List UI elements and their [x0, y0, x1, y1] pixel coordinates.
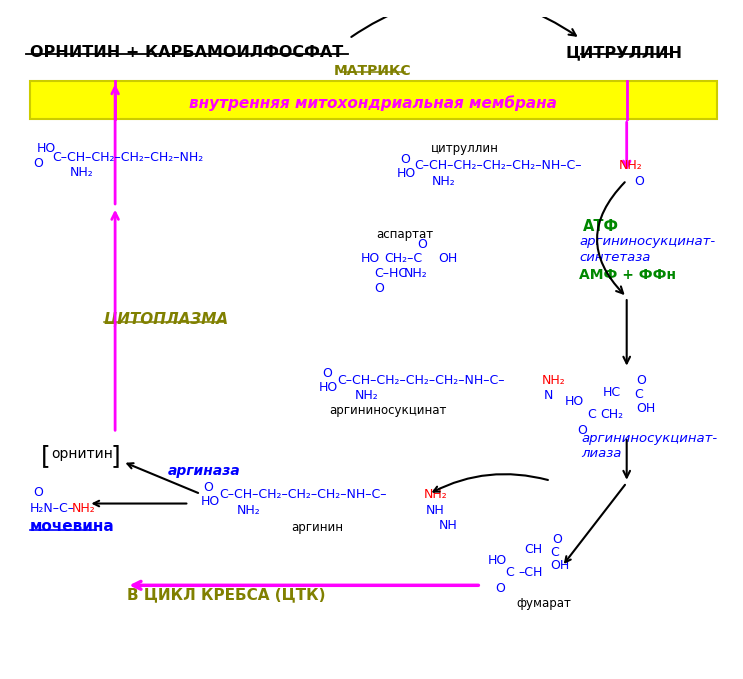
FancyArrowPatch shape — [565, 485, 625, 562]
Text: фумарат: фумарат — [516, 597, 571, 610]
Text: O: O — [204, 481, 213, 494]
Text: ОРНИТИН + КАРБАМОИЛФОСФАТ: ОРНИТИН + КАРБАМОИЛФОСФАТ — [30, 45, 343, 60]
Text: O: O — [374, 282, 383, 295]
Text: C: C — [505, 566, 513, 579]
FancyArrowPatch shape — [111, 213, 118, 430]
Text: HO: HO — [360, 253, 380, 265]
Text: NH₂: NH₂ — [542, 374, 566, 387]
Text: лиаза: лиаза — [581, 447, 621, 460]
Text: мочевина: мочевина — [30, 519, 114, 534]
Text: HO: HO — [565, 395, 584, 408]
Text: HO: HO — [397, 167, 416, 180]
Text: цитруллин: цитруллин — [431, 142, 499, 155]
Text: OH: OH — [551, 559, 570, 572]
Text: C–CH–CH₂–CH₂–CH₂–NH–C–: C–CH–CH₂–CH₂–CH₂–NH–C– — [415, 160, 583, 172]
Text: NH₂: NH₂ — [354, 390, 378, 403]
Text: O: O — [322, 367, 332, 380]
Text: аргининосукцинат-: аргининосукцинат- — [581, 433, 717, 445]
Text: O: O — [400, 153, 410, 166]
Text: внутренняя митохондриальная мембрана: внутренняя митохондриальная мембрана — [189, 95, 557, 111]
Text: C: C — [551, 547, 559, 559]
Text: NH: NH — [426, 504, 445, 517]
FancyArrowPatch shape — [623, 300, 630, 363]
Text: АТФ: АТФ — [583, 219, 619, 234]
Text: OH: OH — [636, 402, 655, 415]
Text: HO: HO — [488, 554, 507, 567]
Text: В ЦИКЛ КРЕБСА (ЦТК): В ЦИКЛ КРЕБСА (ЦТК) — [126, 587, 325, 602]
Text: NH₂: NH₂ — [69, 166, 93, 179]
Text: C–HC: C–HC — [374, 267, 407, 280]
Text: NH₂: NH₂ — [71, 502, 95, 515]
Text: CH₂–C: CH₂–C — [384, 253, 422, 265]
Text: O: O — [577, 424, 587, 437]
Text: NH₂: NH₂ — [432, 175, 455, 187]
Text: H₂N–C–: H₂N–C– — [30, 502, 74, 515]
Text: HO: HO — [201, 495, 220, 508]
FancyArrowPatch shape — [128, 463, 198, 493]
Text: HO: HO — [319, 381, 338, 394]
Text: HO: HO — [37, 142, 56, 155]
Text: C–CH–CH₂–CH₂–CH₂–NH–C–: C–CH–CH₂–CH₂–CH₂–NH–C– — [220, 488, 387, 501]
Text: C: C — [635, 388, 643, 401]
FancyArrowPatch shape — [94, 500, 186, 507]
Text: –CH: –CH — [519, 566, 542, 579]
FancyArrowPatch shape — [597, 182, 625, 293]
Text: N: N — [544, 390, 554, 403]
Text: CH₂: CH₂ — [600, 409, 623, 422]
Text: O: O — [553, 533, 562, 546]
Text: HC: HC — [603, 386, 621, 399]
FancyArrowPatch shape — [433, 474, 548, 492]
Text: ЦИТРУЛЛИН: ЦИТРУЛЛИН — [565, 45, 682, 60]
Text: O: O — [33, 486, 43, 500]
Text: NH₂: NH₂ — [424, 488, 448, 501]
Text: синтетаза: синтетаза — [579, 251, 651, 263]
Text: O: O — [33, 158, 43, 170]
FancyArrowPatch shape — [351, 0, 576, 37]
FancyArrowPatch shape — [623, 440, 630, 477]
Text: OH: OH — [438, 253, 458, 265]
Text: орнитин: орнитин — [51, 447, 113, 462]
Text: O: O — [635, 175, 644, 187]
Text: аспартат: аспартат — [377, 227, 434, 241]
Text: NH: NH — [438, 519, 457, 532]
Text: C–CH–CH₂–CH₂–CH₂–NH₂: C–CH–CH₂–CH₂–CH₂–NH₂ — [52, 151, 204, 164]
Text: NH₂: NH₂ — [404, 267, 428, 280]
Text: NH₂: NH₂ — [619, 160, 643, 172]
Text: аргининосукцинат-: аргининосукцинат- — [579, 236, 716, 249]
Text: CH: CH — [524, 543, 542, 555]
FancyArrowPatch shape — [133, 581, 478, 589]
FancyArrowPatch shape — [111, 87, 118, 204]
Text: АМФ + ФФн: АМФ + ФФн — [579, 268, 676, 282]
Text: O: O — [418, 238, 427, 251]
Text: C: C — [587, 409, 595, 422]
Text: NH₂: NH₂ — [237, 504, 261, 517]
FancyArrowPatch shape — [623, 122, 630, 168]
Text: аргиназа: аргиназа — [167, 464, 240, 477]
Text: МАТРИКС: МАТРИКС — [334, 65, 412, 78]
Text: ]: ] — [111, 445, 120, 469]
Text: O: O — [496, 581, 505, 595]
Text: аргининосукцинат: аргининосукцинат — [329, 404, 447, 417]
Text: O: O — [636, 374, 646, 387]
Text: ЦИТОПЛАЗМА: ЦИТОПЛАЗМА — [104, 312, 229, 327]
Bar — [30, 81, 717, 120]
Text: [: [ — [41, 445, 51, 469]
Text: аргинин: аргинин — [291, 521, 343, 534]
Text: C–CH–CH₂–CH₂–CH₂–NH–C–: C–CH–CH₂–CH₂–CH₂–NH–C– — [337, 374, 505, 387]
